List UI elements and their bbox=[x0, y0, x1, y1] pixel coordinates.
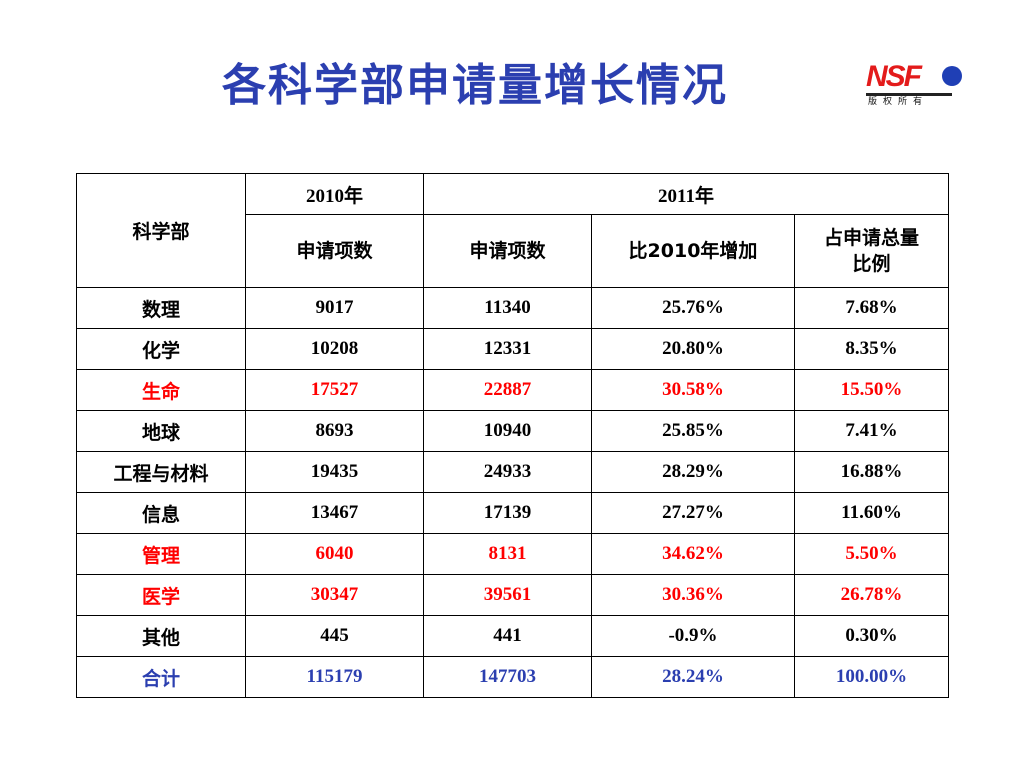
row-dept-name: 化学 bbox=[76, 328, 246, 370]
row-dept-name: 工程与材料 bbox=[76, 451, 246, 493]
table-row: 医学 30347 39561 30.36% 26.78% bbox=[76, 574, 949, 616]
table-row: 工程与材料 19435 24933 28.29% 16.88% bbox=[76, 451, 949, 493]
row-share: 15.50% bbox=[794, 369, 949, 411]
table-row: 数理 9017 11340 25.76% 7.68% bbox=[76, 287, 949, 329]
row-2011-count: 441 bbox=[423, 615, 592, 657]
row-2010-count: 19435 bbox=[245, 451, 424, 493]
header-year-2010: 2010年 bbox=[245, 173, 424, 215]
row-2010-count: 8693 bbox=[245, 410, 424, 452]
table-row: 管理 6040 8131 34.62% 5.50% bbox=[76, 533, 949, 575]
row-increase: 20.80% bbox=[591, 328, 795, 370]
row-share: 0.30% bbox=[794, 615, 949, 657]
table-row: 地球 8693 10940 25.85% 7.41% bbox=[76, 410, 949, 452]
application-growth-table: 科学部 2010年 2011年 申请项数 申请项数 比2010年增加 占申请总量… bbox=[76, 173, 949, 698]
row-dept-name: 管理 bbox=[76, 533, 246, 575]
row-2011-count: 17139 bbox=[423, 492, 592, 534]
nsfc-logo: NSF 版权所有 bbox=[866, 62, 962, 108]
row-share: 11.60% bbox=[794, 492, 949, 534]
header-row-years: 科学部 2010年 2011年 bbox=[76, 173, 949, 288]
row-increase: 25.76% bbox=[591, 287, 795, 329]
row-increase: 27.27% bbox=[591, 492, 795, 534]
row-2011-count: 147703 bbox=[423, 656, 592, 698]
row-increase: 28.24% bbox=[591, 656, 795, 698]
row-increase: -0.9% bbox=[591, 615, 795, 657]
row-increase: 30.58% bbox=[591, 369, 795, 411]
row-dept-name: 信息 bbox=[76, 492, 246, 534]
logo-subtext: 版权所有 bbox=[868, 97, 929, 107]
row-dept-name: 合计 bbox=[76, 656, 246, 698]
header-share-line2: 比例 bbox=[852, 253, 891, 275]
row-increase: 34.62% bbox=[591, 533, 795, 575]
row-2010-count: 9017 bbox=[245, 287, 424, 329]
table-row: 生命 17527 22887 30.58% 15.50% bbox=[76, 369, 949, 411]
row-share: 7.68% bbox=[794, 287, 949, 329]
header-2010-count: 申请项数 bbox=[245, 214, 424, 288]
logo-text: NSF bbox=[866, 60, 922, 93]
header-dept: 科学部 bbox=[76, 173, 246, 288]
row-2011-count: 10940 bbox=[423, 410, 592, 452]
row-2010-count: 17527 bbox=[245, 369, 424, 411]
row-share: 5.50% bbox=[794, 533, 949, 575]
header-2011-count: 申请项数 bbox=[423, 214, 592, 288]
header-increase: 比2010年增加 bbox=[591, 214, 795, 288]
row-increase: 25.85% bbox=[591, 410, 795, 452]
row-2011-count: 24933 bbox=[423, 451, 592, 493]
table-row: 信息 13467 17139 27.27% 11.60% bbox=[76, 492, 949, 534]
row-dept-name: 数理 bbox=[76, 287, 246, 329]
page-title: 各科学部申请量增长情况 bbox=[222, 60, 728, 111]
table-row: 化学 10208 12331 20.80% 8.35% bbox=[76, 328, 949, 370]
header-share: 占申请总量 比例 bbox=[794, 214, 949, 288]
row-increase: 28.29% bbox=[591, 451, 795, 493]
row-dept-name: 生命 bbox=[76, 369, 246, 411]
row-dept-name: 其他 bbox=[76, 615, 246, 657]
row-2010-count: 115179 bbox=[245, 656, 424, 698]
row-2011-count: 22887 bbox=[423, 369, 592, 411]
row-2010-count: 445 bbox=[245, 615, 424, 657]
table-row: 合计 115179 147703 28.24% 100.00% bbox=[76, 656, 949, 698]
header-year-2010-label: 2010年 bbox=[305, 185, 363, 207]
row-share: 7.41% bbox=[794, 410, 949, 452]
row-share: 26.78% bbox=[794, 574, 949, 616]
header-share-line1: 占申请总量 bbox=[823, 227, 919, 249]
row-increase: 30.36% bbox=[591, 574, 795, 616]
row-2010-count: 30347 bbox=[245, 574, 424, 616]
row-share: 16.88% bbox=[794, 451, 949, 493]
header-year-2011-label: 2011年 bbox=[658, 185, 714, 207]
row-dept-name: 地球 bbox=[76, 410, 246, 452]
row-share: 100.00% bbox=[794, 656, 949, 698]
row-2010-count: 6040 bbox=[245, 533, 424, 575]
row-2011-count: 11340 bbox=[423, 287, 592, 329]
header-year-2011: 2011年 bbox=[423, 173, 949, 215]
row-2011-count: 8131 bbox=[423, 533, 592, 575]
row-share: 8.35% bbox=[794, 328, 949, 370]
row-2010-count: 10208 bbox=[245, 328, 424, 370]
row-2010-count: 13467 bbox=[245, 492, 424, 534]
table-row: 其他 445 441 -0.9% 0.30% bbox=[76, 615, 949, 657]
row-2011-count: 12331 bbox=[423, 328, 592, 370]
logo-dot-icon bbox=[942, 66, 962, 86]
row-2011-count: 39561 bbox=[423, 574, 592, 616]
row-dept-name: 医学 bbox=[76, 574, 246, 616]
logo-divider bbox=[866, 93, 952, 96]
header-row-columns: 申请项数 申请项数 比2010年增加 占申请总量比例 bbox=[77, 214, 949, 288]
header-increase-label: 比2010年增加 bbox=[628, 240, 758, 262]
